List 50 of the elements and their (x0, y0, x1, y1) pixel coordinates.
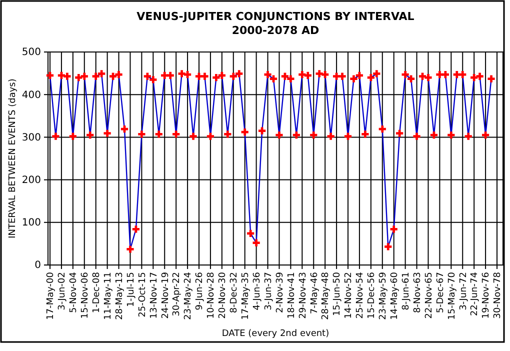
x-tick-label: 20-Nov-30 (218, 272, 228, 319)
y-tick-label: 100 (22, 218, 41, 229)
x-tick-label: 15-Jun-50 (332, 272, 343, 316)
y-axis-title: INTERVAL BETWEEN EVENTS (days) (8, 78, 18, 238)
x-tick-label: 23-May-59 (378, 272, 389, 320)
x-tick-label: 17-May-35 (240, 272, 251, 320)
y-tick-label: 200 (22, 175, 41, 186)
x-tick-label: 7-May-46 (310, 272, 320, 314)
x-tick-label: 29-Nov-43 (298, 272, 308, 319)
x-tick-label: 3-Jun-02 (58, 272, 68, 310)
x-tick-label: 17-May-00 (46, 272, 56, 320)
x-tick-label: 23-May-24 (184, 272, 194, 320)
x-tick-label: 15-Dec-56 (367, 272, 378, 319)
x-tick-label: 5-Nov-04 (69, 272, 80, 313)
x-tick-label: 4-Jun-36 (252, 272, 262, 310)
x-tick-label: 8-Nov-63 (412, 272, 423, 313)
x-tick-label: 11-May-11 (103, 272, 114, 320)
x-tick-label: 3-Jun-72 (458, 272, 469, 310)
x-tick-label: 30-Nov-78 (493, 272, 504, 319)
x-tick-label: 28-May-13 (114, 272, 125, 320)
x-tick-label: 19-Nov-76 (482, 272, 492, 319)
x-tick-label: 9-Jun-26 (195, 272, 206, 310)
x-tick-label: 22-Jun-74 (470, 272, 480, 316)
x-tick-label: 8-Jun-61 (401, 272, 412, 310)
x-tick-label: 14-Nov-52 (344, 272, 354, 319)
y-tick-label: 300 (22, 132, 41, 144)
x-tick-label: 25-Oct-15 (138, 272, 148, 318)
x-tick-label: 1-Dec-08 (92, 272, 102, 314)
chart-title: VENUS-JUPITER CONJUNCTIONS BY INTERVAL (136, 10, 414, 23)
chart-subtitle: 2000-2078 AD (232, 24, 320, 37)
x-tick-label: 3-Jun-37 (264, 272, 274, 310)
x-tick-label: 5-Dec-67 (436, 272, 446, 314)
x-tick-label: 8-Dec-32 (230, 272, 240, 314)
x-tick-label: 14-May-60 (390, 272, 400, 320)
x-tick-label: 15-May-70 (447, 272, 458, 320)
x-tick-label: 18-Nov-41 (286, 272, 297, 319)
x-tick-label: 2-Nov-39 (275, 272, 286, 313)
x-tick-label: 15-Nov-06 (80, 272, 91, 319)
x-tick-label: 10-Nov-28 (206, 272, 217, 319)
x-tick-label: 25-Nov-54 (356, 272, 366, 319)
x-tick-label: 13-Nov-17 (149, 272, 160, 319)
x-axis-title: DATE (every 2nd event) (222, 329, 330, 339)
x-tick-label: 28-May-48 (321, 272, 332, 320)
x-tick-label: 24-Nov-19 (160, 272, 171, 319)
y-tick-label: 500 (22, 47, 41, 58)
x-tick-label: 22-Nov-65 (424, 272, 434, 319)
y-tick-label: 400 (22, 90, 41, 101)
x-tick-label: 30-Apr-22 (172, 272, 182, 316)
y-tick-label: 0 (34, 260, 41, 272)
x-tick-label: 1-Jul-15 (126, 272, 136, 308)
